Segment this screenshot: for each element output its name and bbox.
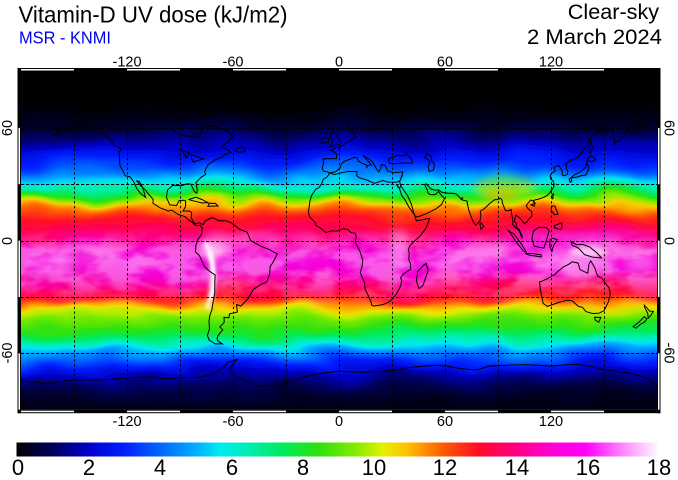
svg-text:14: 14 [505, 455, 529, 480]
svg-text:-60: -60 [223, 55, 244, 71]
svg-text:-60: -60 [223, 414, 244, 430]
svg-text:12: 12 [433, 455, 457, 480]
svg-text:60: 60 [0, 120, 16, 136]
svg-text:2 March 2024: 2 March 2024 [527, 24, 662, 49]
svg-text:0: 0 [661, 237, 677, 245]
svg-text:Vitamin-D UV dose (kJ/m2): Vitamin-D UV dose (kJ/m2) [19, 1, 288, 27]
svg-text:-120: -120 [112, 55, 141, 71]
svg-text:Clear-sky: Clear-sky [568, 1, 660, 24]
svg-text:-60: -60 [661, 343, 677, 364]
svg-text:10: 10 [362, 455, 386, 480]
svg-text:120: 120 [539, 55, 563, 71]
svg-text:0: 0 [335, 55, 343, 71]
svg-text:60: 60 [437, 414, 453, 430]
svg-text:6: 6 [226, 455, 238, 480]
svg-text:0: 0 [0, 237, 16, 245]
svg-text:MSR - KNMI: MSR - KNMI [19, 27, 111, 47]
svg-text:16: 16 [576, 455, 600, 480]
svg-text:60: 60 [661, 120, 677, 136]
svg-text:0: 0 [335, 414, 343, 430]
svg-text:4: 4 [154, 455, 166, 480]
svg-text:2: 2 [83, 455, 95, 480]
svg-text:0: 0 [12, 455, 24, 480]
svg-text:60: 60 [437, 55, 453, 71]
svg-text:-120: -120 [112, 414, 141, 430]
svg-text:120: 120 [539, 414, 563, 430]
svg-text:-60: -60 [0, 343, 16, 364]
svg-text:8: 8 [297, 455, 309, 480]
svg-text:18: 18 [647, 455, 671, 480]
